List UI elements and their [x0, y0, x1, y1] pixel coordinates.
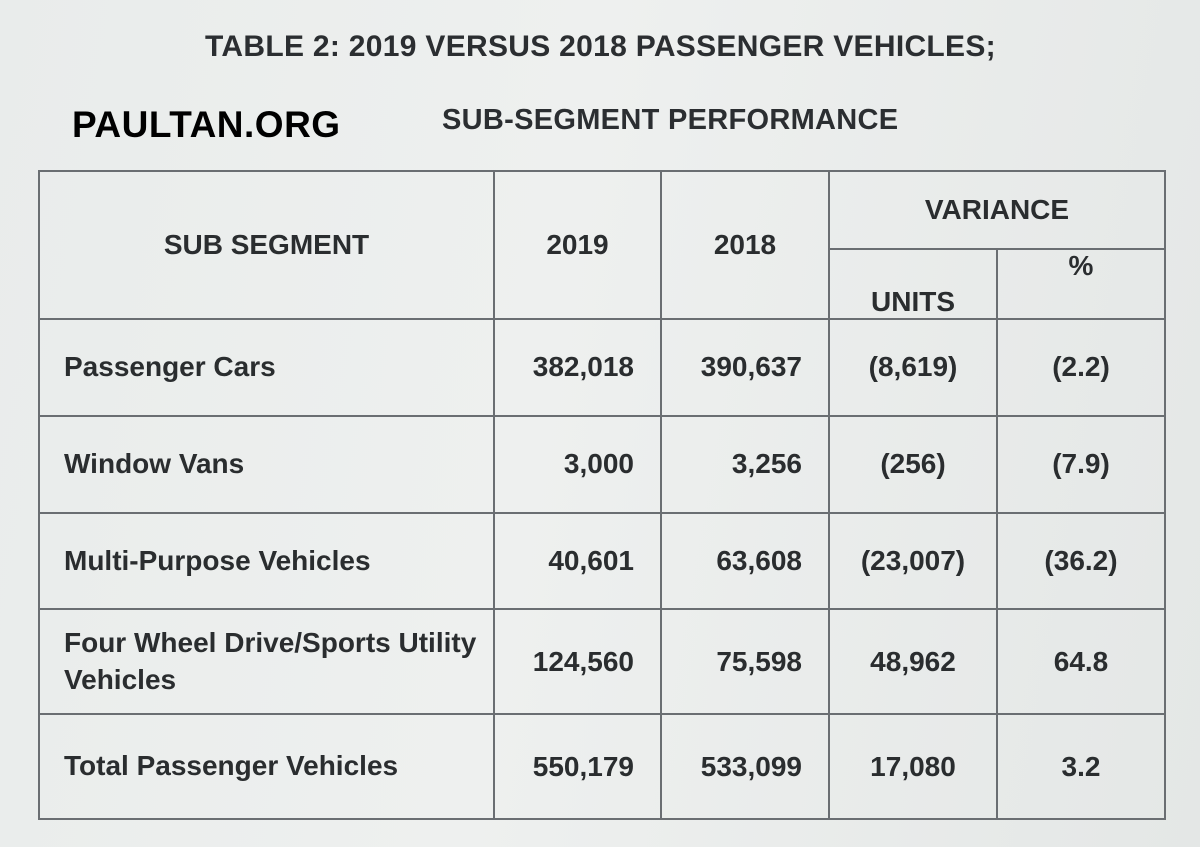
- variance-units: (256): [828, 414, 998, 514]
- value-2018: 63,608: [660, 511, 830, 611]
- sub-segment-performance-table: SUB SEGMENT 2019 2018 VARIANCE UNITS % P…: [38, 170, 1166, 820]
- variance-percent: (2.2): [996, 318, 1166, 417]
- segment-name: Four Wheel Drive/Sports Utility Vehicles: [38, 608, 495, 716]
- variance-units: (8,619): [828, 318, 998, 417]
- value-2018: 533,099: [660, 713, 830, 820]
- header-row: SUB SEGMENT 2019 2018 VARIANCE: [38, 170, 1166, 320]
- header-2018: 2018: [660, 170, 830, 320]
- segment-name: Passenger Cars: [38, 318, 495, 417]
- table-row: Passenger Cars 382,018 390,637 (8,619) (…: [38, 318, 1166, 417]
- value-2019: 550,179: [493, 713, 662, 820]
- value-2019: 124,560: [493, 608, 662, 716]
- value-2018: 3,256: [660, 414, 830, 514]
- value-2019: 40,601: [493, 511, 662, 611]
- value-2018: 390,637: [660, 318, 830, 417]
- segment-name: Total Passenger Vehicles: [38, 713, 495, 820]
- header-sub-segment: SUB SEGMENT: [38, 170, 495, 320]
- document-title: TABLE 2: 2019 VERSUS 2018 PASSENGER VEHI…: [205, 30, 996, 63]
- table-row: Four Wheel Drive/Sports Utility Vehicles…: [38, 608, 1166, 716]
- variance-units: (23,007): [828, 511, 998, 611]
- header-2019: 2019: [493, 170, 662, 320]
- variance-units: 48,962: [828, 608, 998, 716]
- value-2018: 75,598: [660, 608, 830, 716]
- segment-name: Window Vans: [38, 414, 495, 514]
- variance-percent: 64.8: [996, 608, 1166, 716]
- variance-percent: (7.9): [996, 414, 1166, 514]
- header-percent: %: [996, 248, 1166, 320]
- table-row-total: Total Passenger Vehicles 550,179 533,099…: [38, 713, 1166, 820]
- watermark-logo: PAULTAN.ORG: [72, 104, 341, 145]
- header-units: UNITS: [828, 248, 998, 320]
- segment-name: Multi-Purpose Vehicles: [38, 511, 495, 611]
- header-variance: VARIANCE: [828, 170, 1166, 250]
- table-row: Window Vans 3,000 3,256 (256) (7.9): [38, 414, 1166, 514]
- document-subtitle: SUB-SEGMENT PERFORMANCE: [442, 104, 899, 136]
- value-2019: 382,018: [493, 318, 662, 417]
- header-subrow: UNITS %: [39, 248, 1166, 320]
- variance-percent: (36.2): [996, 511, 1166, 611]
- value-2019: 3,000: [493, 414, 662, 514]
- variance-percent: 3.2: [996, 713, 1166, 820]
- table-row: Multi-Purpose Vehicles 40,601 63,608 (23…: [38, 511, 1166, 611]
- variance-units: 17,080: [828, 713, 998, 820]
